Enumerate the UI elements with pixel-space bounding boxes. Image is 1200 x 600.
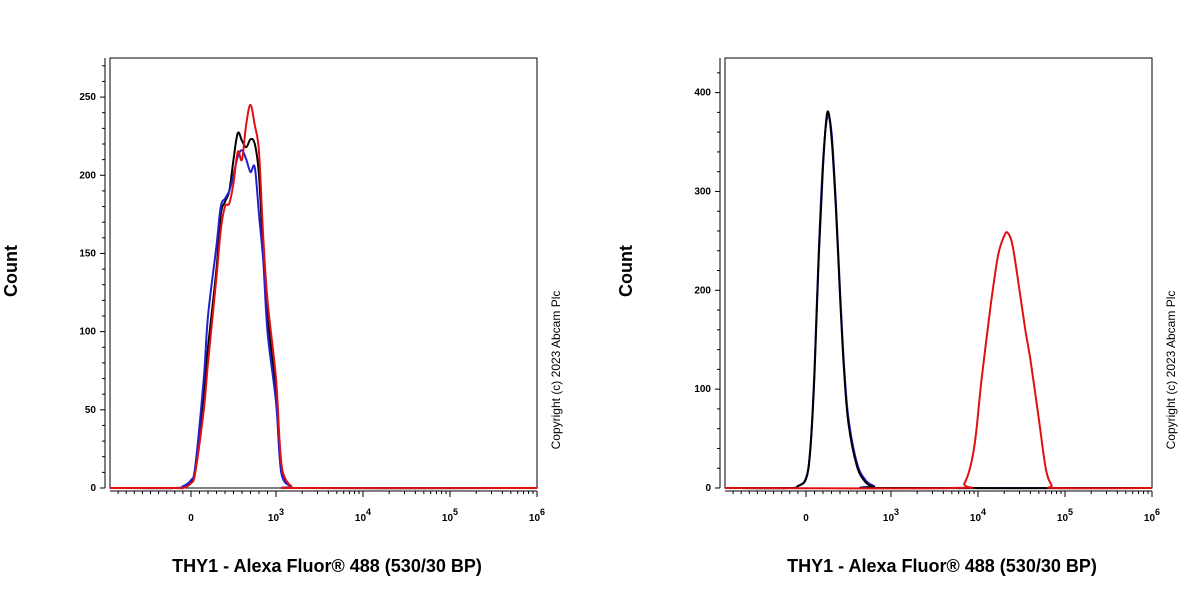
y-tick-label: 100: [694, 384, 711, 395]
histogram-panel-left: 0 50 100 150 200 250 0 103 104 105 106 THY1 - Alexa…: [1, 57, 563, 576]
x-tick-label: 0: [803, 513, 809, 524]
x-tick-exponent: 4: [981, 507, 986, 517]
plot-frame: [109, 57, 538, 489]
x-tick-exponent: 6: [540, 507, 545, 517]
y-tick-label: 200: [694, 285, 711, 296]
x-tick-label: 106: [529, 507, 545, 524]
histogram-chart: 0 50 100 150 200 250 0 103 104 105 106 THY1 - Alexa…: [1, 57, 563, 576]
x-tick-label: 104: [355, 507, 371, 524]
copyright-notice: Copyright (c) 2023 Abcam Plc: [1164, 291, 1178, 450]
plot-frame: [724, 57, 1153, 489]
series-line-3: [724, 231, 1153, 490]
x-tick-label: 104: [970, 507, 986, 524]
y-tick-label: 250: [79, 92, 96, 103]
series-line-1: [109, 131, 538, 490]
series-line-3: [110, 103, 538, 490]
x-tick-exponent: 6: [1155, 507, 1160, 517]
x-axis-title: THY1 - Alexa Fluor® 488 (530/30 BP): [172, 556, 482, 576]
x-tick-label: 103: [268, 507, 284, 524]
copyright-notice: Copyright (c) 2023 Abcam Plc: [549, 291, 563, 450]
x-tick-label: 106: [1144, 507, 1160, 524]
x-axis-title: THY1 - Alexa Fluor® 488 (530/30 BP): [787, 556, 1097, 576]
series-line-2: [109, 149, 538, 490]
y-tick-label: 150: [79, 248, 96, 259]
series-line-2: [724, 110, 1153, 490]
y-tick-label: 50: [85, 405, 97, 416]
y-tick-label: 400: [694, 88, 711, 99]
histogram-chart: 0 100 200 300 400 0 103 104 105 106 THY1 - Alexa F…: [616, 57, 1178, 576]
y-tick-label: 200: [79, 170, 96, 181]
y-axis-title: Count: [616, 245, 636, 297]
x-tick-label: 0: [188, 513, 194, 524]
histogram-panel-right: 0 100 200 300 400 0 103 104 105 106 THY1 - Alexa F…: [615, 0, 1200, 600]
y-tick-label: 0: [705, 483, 711, 494]
series-line-1: [724, 114, 1153, 490]
x-tick-label: 105: [442, 507, 458, 524]
x-tick-exponent: 5: [1068, 507, 1073, 517]
x-tick-exponent: 3: [894, 507, 899, 517]
y-axis-title: Count: [1, 245, 21, 297]
y-tick-label: 100: [79, 327, 96, 338]
x-tick-label: 103: [883, 507, 899, 524]
y-tick-label: 300: [694, 186, 711, 197]
x-tick-label: 105: [1057, 507, 1073, 524]
y-tick-label: 0: [90, 483, 96, 494]
x-tick-exponent: 4: [366, 507, 371, 517]
x-tick-exponent: 5: [453, 507, 458, 517]
x-tick-exponent: 3: [279, 507, 284, 517]
